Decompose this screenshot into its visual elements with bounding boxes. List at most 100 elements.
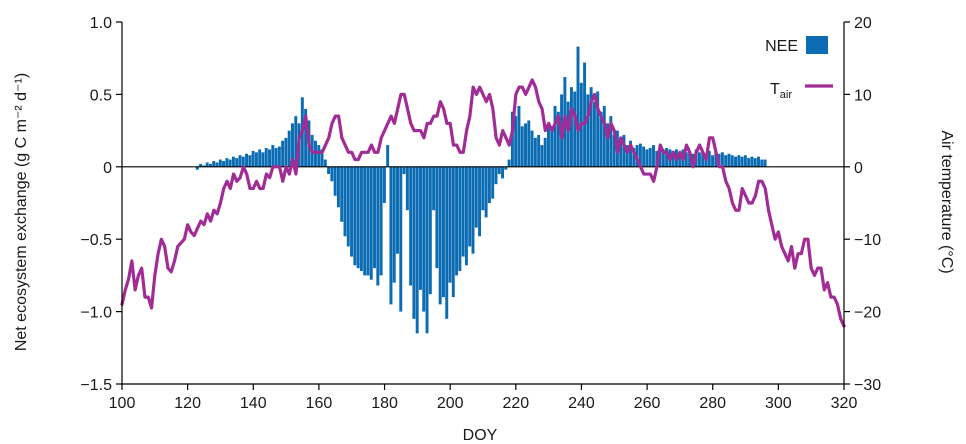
nee-bar (373, 167, 376, 268)
nee-bar (455, 167, 458, 276)
y2-tick-label: 0 (854, 160, 863, 177)
y-tick-label: 1.0 (90, 15, 112, 32)
nee-bar (583, 63, 586, 167)
nee-bar (711, 155, 714, 167)
x-tick-label: 320 (831, 395, 858, 412)
nee-bar (442, 167, 445, 297)
legend-nee-swatch (806, 36, 828, 54)
y2-tick-label: −10 (854, 232, 881, 249)
nee-bar (458, 167, 461, 271)
x-tick-label: 240 (568, 395, 595, 412)
y-tick-label: 0 (103, 160, 112, 177)
nee-bar (403, 167, 406, 174)
nee-bar (475, 167, 478, 228)
nee-bar (698, 152, 701, 166)
nee-bar (481, 167, 484, 210)
nee-bar (393, 167, 396, 283)
x-tick-label: 220 (502, 395, 529, 412)
nee-bar (534, 138, 537, 167)
nee-bar (367, 167, 370, 276)
nee-bar (232, 157, 235, 167)
nee-bar (498, 167, 501, 174)
nee-bar (439, 167, 442, 305)
nee-bar (255, 152, 258, 166)
nee-bar (412, 167, 415, 319)
nee-bar (540, 145, 543, 167)
nee-bar (432, 167, 435, 210)
nee-bar (757, 157, 760, 167)
nee-bar (501, 167, 504, 179)
y-tick-label: −1.0 (80, 305, 112, 322)
nee-bar (449, 167, 452, 283)
nee-bar (258, 149, 261, 166)
nee-bar (731, 155, 734, 167)
nee-bar (419, 167, 422, 290)
nee-bar (649, 148, 652, 167)
nee-bar (340, 167, 343, 222)
nee-bar (721, 152, 724, 166)
nee-bar (216, 162, 219, 166)
nee-bar (491, 167, 494, 199)
nee-bar (409, 167, 412, 286)
y2-tick-label: −20 (854, 305, 881, 322)
legend-tair-main: T (770, 81, 780, 98)
nee-bar (468, 167, 471, 247)
nee-bar (426, 167, 429, 334)
nee-bar (399, 167, 402, 312)
y-axis-title: Net ecosystem exchange (g C m⁻² d⁻¹) (13, 73, 30, 351)
nee-bar (744, 155, 747, 167)
nee-bar (652, 145, 655, 167)
nee-bar (284, 138, 287, 167)
nee-bar (219, 160, 222, 167)
nee-bar (357, 167, 360, 268)
nee-bar (603, 106, 606, 167)
nee-bar (281, 141, 284, 167)
nee-bar (567, 102, 570, 167)
nee-bar (416, 167, 419, 334)
nee-bar (327, 167, 330, 174)
nee-bar (494, 167, 497, 184)
y2-axis-title: Air temperature (°C) (938, 130, 955, 273)
nee-bar (445, 167, 448, 319)
nee-bar (517, 106, 520, 167)
nee-bar (422, 167, 425, 312)
nee-bar (465, 167, 468, 265)
y-tick-label: −0.5 (80, 232, 112, 249)
nee-bar (235, 158, 238, 167)
y-tick-label: −1.5 (80, 377, 112, 394)
nee-bar (344, 167, 347, 237)
nee-bar (429, 167, 432, 294)
nee-bar (337, 167, 340, 208)
nee-bar (435, 167, 438, 268)
nee-bar (527, 120, 530, 166)
nee-bar (406, 167, 409, 210)
x-axis-title: DOY (463, 427, 498, 444)
nee-bar (317, 145, 320, 167)
y-tick-label: 0.5 (90, 87, 112, 104)
nee-bar (485, 167, 488, 218)
nee-bar (747, 158, 750, 167)
nee-bar (380, 167, 383, 276)
nee-bar (376, 167, 379, 286)
nee-bar (347, 167, 350, 247)
nee-bar (524, 123, 527, 166)
x-tick-label: 300 (765, 395, 792, 412)
nee-bar (324, 160, 327, 167)
nee-bar (222, 161, 225, 167)
x-tick-label: 100 (109, 395, 136, 412)
nee-bar (252, 151, 255, 167)
x-tick-label: 180 (371, 395, 398, 412)
y2-tick-label: 20 (854, 15, 872, 32)
nee-bar (278, 147, 281, 167)
nee-bar (734, 157, 737, 167)
nee-bar (531, 131, 534, 167)
nee-bar (334, 167, 337, 196)
nee-bar (593, 102, 596, 167)
nee-bar (396, 167, 399, 254)
nee-bar (229, 160, 232, 167)
y2-tick-label: 10 (854, 87, 872, 104)
nee-bar (754, 158, 757, 167)
nee-bar (268, 149, 271, 166)
nee-bar (360, 167, 363, 271)
